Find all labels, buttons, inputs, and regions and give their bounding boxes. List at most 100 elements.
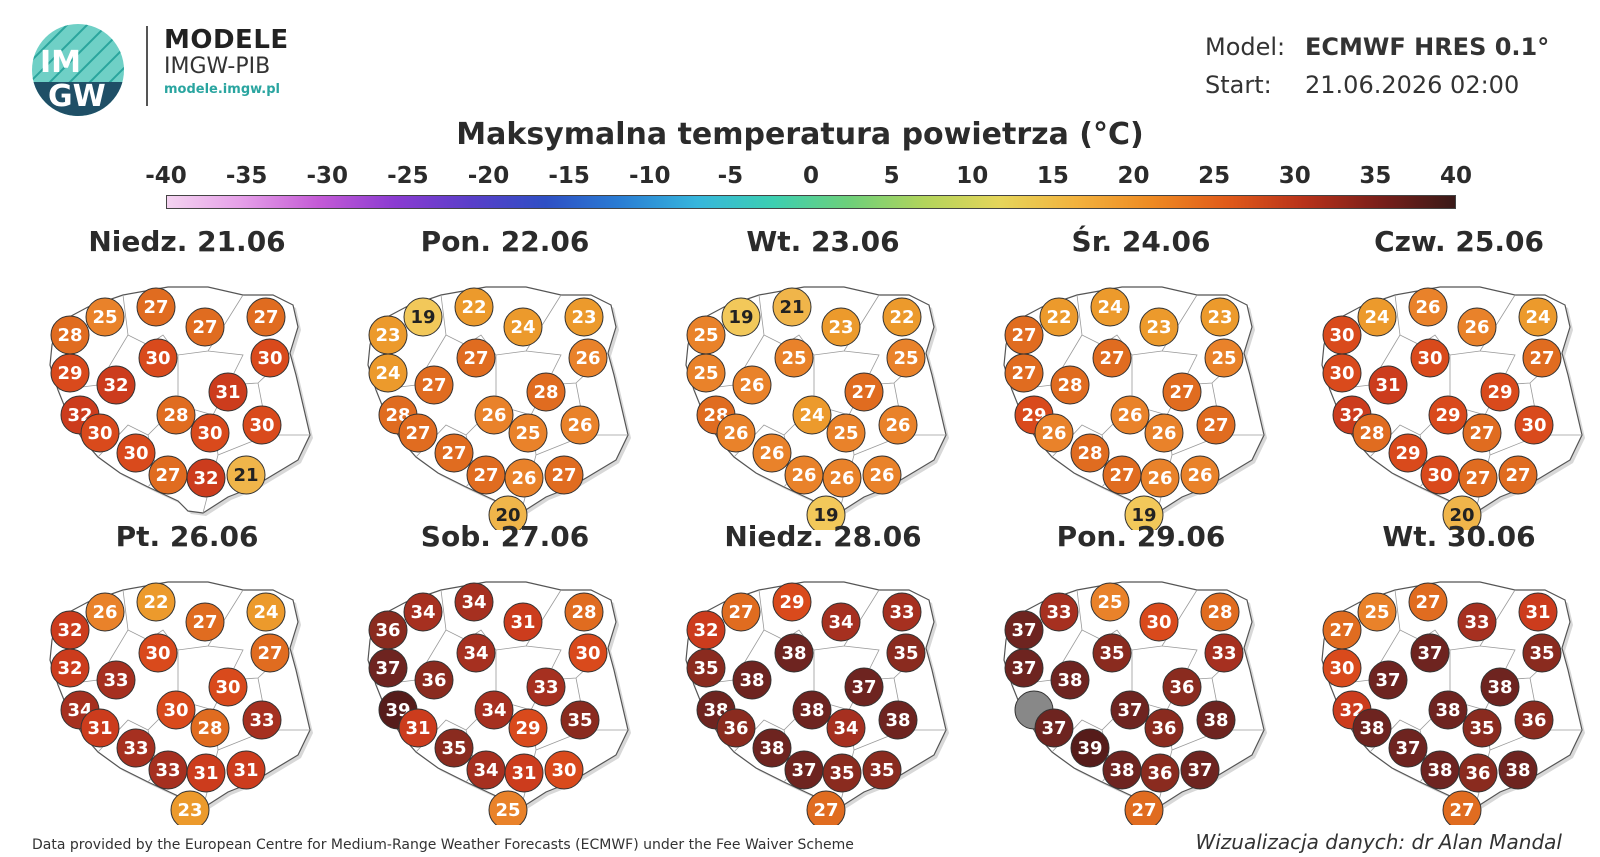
station-circle <box>1480 667 1520 707</box>
station-marker: 20 <box>488 495 528 530</box>
station-circle <box>1204 338 1244 378</box>
station-value: 27 <box>1011 363 1036 384</box>
station-value: 32 <box>193 468 218 489</box>
station-value: 27 <box>1329 620 1354 641</box>
station-circle <box>1442 790 1482 825</box>
station-value: 34 <box>463 643 488 664</box>
station-circle <box>1442 495 1482 530</box>
station-marker: 33 <box>882 592 922 632</box>
color-scale-ticks: -40 -35 -30 -25 -20 -15 -10 -5 0 5 10 15 20 25 30 35 40 <box>0 163 1600 193</box>
station-marker: 38 <box>1420 750 1460 790</box>
station-circle <box>1110 395 1150 435</box>
station-value: 19 <box>813 505 838 526</box>
station-value: 31 <box>215 382 240 403</box>
start-value: 21.06.2026 02:00 <box>1305 71 1520 99</box>
station-value: 36 <box>1521 710 1546 731</box>
station-circle <box>752 433 792 473</box>
station-marker: 31 <box>398 708 438 748</box>
station-marker: 25 <box>826 413 866 453</box>
station-circle <box>564 592 604 632</box>
station-marker: 30 <box>80 413 120 453</box>
station-circle <box>138 633 178 673</box>
station-value: 23 <box>177 800 202 821</box>
station-value: 23 <box>571 307 596 328</box>
station-circle <box>806 790 846 825</box>
station-marker: 24 <box>1090 287 1130 327</box>
station-value: 30 <box>575 643 600 664</box>
station-marker: 31 <box>1368 365 1408 405</box>
scale-tick-label: 40 <box>1439 163 1473 189</box>
station-value: 30 <box>163 700 188 721</box>
station-value: 26 <box>1415 297 1440 318</box>
station-marker: 25 <box>1204 338 1244 378</box>
station-circle <box>721 297 761 337</box>
station-value: 38 <box>781 643 806 664</box>
station-value: 27 <box>1415 592 1440 613</box>
scale-tick-label: -35 <box>225 163 268 189</box>
station-circle <box>1480 372 1520 412</box>
station-circle <box>560 405 600 445</box>
station-circle <box>878 700 918 740</box>
station-marker: 26 <box>1034 413 1074 453</box>
station-value: 26 <box>829 468 854 489</box>
station-value: 30 <box>1521 415 1546 436</box>
station-circle <box>544 750 584 790</box>
station-marker: 26 <box>85 592 125 632</box>
station-marker: 27 <box>456 338 496 378</box>
station-marker: 26 <box>862 455 902 495</box>
station-circle <box>1124 495 1164 530</box>
station-circle <box>136 582 176 622</box>
station-value: 33 <box>155 760 180 781</box>
station-marker: 33 <box>96 660 136 700</box>
station-circle <box>1514 700 1554 740</box>
station-value: 30 <box>1329 363 1354 384</box>
brand-url[interactable]: modele.imgw.pl <box>164 82 280 97</box>
station-value: 29 <box>515 718 540 739</box>
station-circle <box>1070 728 1110 768</box>
scale-tick-label: 20 <box>1117 163 1150 189</box>
station-circle <box>85 297 125 337</box>
station-marker: 35 <box>886 633 926 673</box>
station-value: 34 <box>473 760 498 781</box>
station-marker: 25 <box>1090 582 1130 622</box>
station-value: 25 <box>1211 348 1236 369</box>
station-value: 25 <box>1364 602 1389 623</box>
brand-title: MODELE <box>164 25 289 55</box>
day-label: Pon. 29.06 <box>1056 520 1226 553</box>
scale-tick-label: -40 <box>145 163 187 189</box>
station-circle <box>1200 297 1240 337</box>
station-value: 30 <box>1329 325 1354 346</box>
station-marker: 27 <box>1004 315 1044 355</box>
station-marker: 37 <box>1388 728 1428 768</box>
station-marker: 28 <box>1070 433 1110 473</box>
station-marker: 37 <box>368 648 408 688</box>
station-marker: 36 <box>1144 708 1184 748</box>
station-marker: 27 <box>721 592 761 632</box>
station-value: 31 <box>193 763 218 784</box>
station-value: 26 <box>92 602 117 623</box>
station-marker: 31 <box>186 753 226 793</box>
station-marker: 35 <box>1092 633 1132 673</box>
station-marker: 30 <box>1322 315 1362 355</box>
station-circle <box>1092 338 1132 378</box>
station-circle <box>844 667 884 707</box>
station-circle <box>544 455 584 495</box>
station-marker: 27 <box>1162 372 1202 412</box>
station-value: 26 <box>1464 317 1489 338</box>
station-circle <box>1458 753 1498 793</box>
station-value: 35 <box>441 738 466 759</box>
station-value: 36 <box>1169 677 1194 698</box>
station-marker: 26 <box>504 458 544 498</box>
station-marker: 31 <box>503 602 543 642</box>
station-marker: 31 <box>226 750 266 790</box>
station-marker: 27 <box>136 287 176 327</box>
station-marker: 38 <box>774 633 814 673</box>
station-circle <box>1388 433 1428 473</box>
station-circle <box>560 700 600 740</box>
station-marker: 29 <box>1388 433 1428 473</box>
station-value: 27 <box>1465 468 1490 489</box>
station-circle <box>686 648 726 688</box>
station-circle <box>1322 353 1362 393</box>
